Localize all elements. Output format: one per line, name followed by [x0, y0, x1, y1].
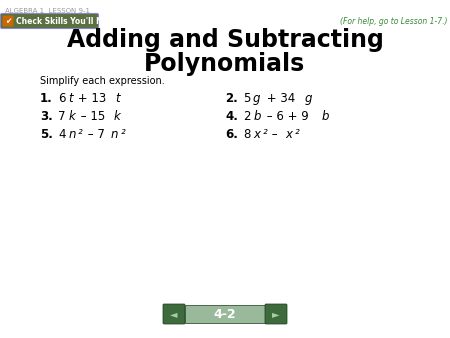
Text: n: n [68, 128, 76, 141]
Text: + 13: + 13 [74, 92, 106, 105]
Text: g: g [304, 92, 312, 105]
Text: t: t [68, 92, 73, 105]
Text: 8: 8 [243, 128, 251, 141]
Text: ²: ² [121, 128, 126, 141]
Text: ²: ² [295, 128, 299, 141]
Text: – 7: – 7 [84, 128, 105, 141]
FancyBboxPatch shape [3, 16, 14, 26]
Text: t: t [116, 92, 120, 105]
Text: Adding and Subtracting: Adding and Subtracting [67, 28, 383, 52]
Text: k: k [113, 110, 120, 123]
Text: –: – [268, 128, 282, 141]
Text: ²: ² [262, 128, 267, 141]
Text: 7: 7 [58, 110, 66, 123]
Text: 2: 2 [243, 110, 251, 123]
Text: k: k [68, 110, 75, 123]
Text: b: b [253, 110, 261, 123]
Text: 4-2: 4-2 [214, 308, 236, 320]
Text: ✔: ✔ [5, 17, 11, 26]
Text: 3.: 3. [40, 110, 53, 123]
FancyBboxPatch shape [163, 304, 185, 324]
Text: x: x [253, 128, 260, 141]
Text: ◄: ◄ [170, 309, 178, 319]
Text: b: b [322, 110, 329, 123]
Text: Check Skills You'll Need: Check Skills You'll Need [16, 17, 118, 26]
Text: n: n [111, 128, 118, 141]
Text: ►: ► [272, 309, 280, 319]
Text: – 6 + 9: – 6 + 9 [263, 110, 309, 123]
Text: Simplify each expression.: Simplify each expression. [40, 76, 165, 86]
FancyBboxPatch shape [185, 305, 265, 323]
Text: (For help, go to Lesson 1-7.): (For help, go to Lesson 1-7.) [339, 17, 447, 25]
Text: ALGEBRA 1  LESSON 9-1: ALGEBRA 1 LESSON 9-1 [5, 8, 90, 14]
Text: – 15: – 15 [77, 110, 105, 123]
Text: 4: 4 [58, 128, 66, 141]
Text: x: x [286, 128, 292, 141]
Text: Polynomials: Polynomials [144, 52, 306, 76]
Text: + 34: + 34 [263, 92, 295, 105]
Text: g: g [253, 92, 261, 105]
Text: 5: 5 [243, 92, 251, 105]
Text: 4.: 4. [225, 110, 238, 123]
Text: 6: 6 [58, 92, 66, 105]
Text: 6.: 6. [225, 128, 238, 141]
Text: 1.: 1. [40, 92, 53, 105]
Text: 5.: 5. [40, 128, 53, 141]
Text: 2.: 2. [225, 92, 238, 105]
FancyBboxPatch shape [265, 304, 287, 324]
FancyBboxPatch shape [0, 14, 99, 28]
Text: ²: ² [78, 128, 83, 141]
